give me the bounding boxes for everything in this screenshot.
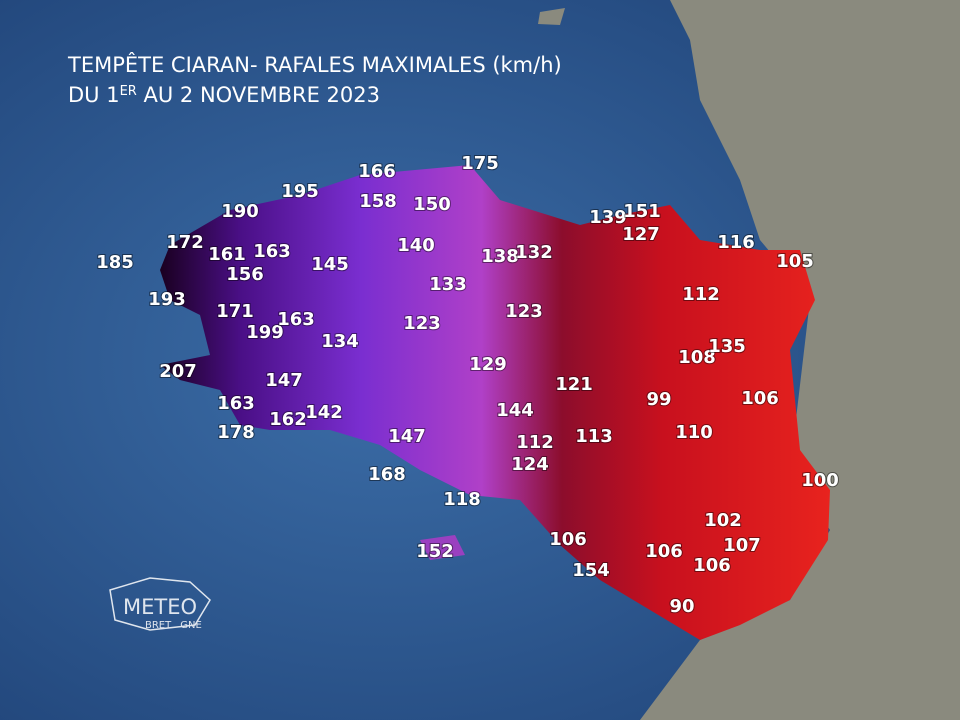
- gust-label: 129: [469, 354, 507, 375]
- gust-label: 147: [388, 426, 426, 447]
- gust-label: 106: [741, 388, 779, 409]
- gust-label: 123: [505, 301, 543, 322]
- gust-label: 145: [311, 254, 349, 275]
- subtitle: DU 1ER AU 2 NOVEMBRE 2023: [68, 83, 380, 107]
- gust-label: 121: [555, 374, 593, 395]
- logo-sub-end: GNE: [180, 620, 202, 631]
- gust-label: 163: [277, 309, 315, 330]
- gust-label: 152: [416, 541, 454, 562]
- logo-name: METEO: [123, 595, 197, 619]
- logo-shape: [109, 577, 211, 631]
- gust-label: 123: [403, 313, 441, 334]
- gust-label: 144: [496, 400, 534, 421]
- gust-label: 185: [96, 252, 134, 273]
- gust-label: 112: [682, 284, 720, 305]
- gust-label: 190: [221, 201, 259, 222]
- gust-label: 147: [265, 370, 303, 391]
- gust-label: 151: [623, 201, 661, 222]
- subtitle-end: AU 2 NOVEMBRE 2023: [137, 83, 380, 107]
- gust-label: 102: [704, 510, 742, 531]
- gust-label: 135: [708, 336, 746, 357]
- logo-sub: BRET GNE: [145, 620, 202, 631]
- land: [640, 0, 960, 720]
- gust-label: 110: [675, 422, 713, 443]
- gust-label: 162: [269, 409, 307, 430]
- gust-label: 207: [159, 361, 197, 382]
- gust-label: 178: [217, 422, 255, 443]
- gust-label: 108: [678, 347, 716, 368]
- title: TEMPÊTE CIARAN- RAFALES MAXIMALES (km/h): [67, 52, 562, 77]
- gust-label: 168: [368, 464, 406, 485]
- gust-label: 107: [723, 535, 761, 556]
- gust-label: 139: [589, 207, 627, 228]
- gust-label: 138: [481, 246, 519, 267]
- gust-label: 127: [622, 224, 660, 245]
- island: [538, 8, 565, 25]
- gust-label: 158: [359, 191, 397, 212]
- brittany: [160, 165, 830, 640]
- gust-label: 199: [246, 322, 284, 343]
- gust-label: 105: [776, 251, 814, 272]
- logo-sub-start: BRET: [145, 620, 172, 631]
- gust-label: 154: [572, 560, 610, 581]
- gust-label: 134: [321, 331, 359, 352]
- gust-label: 116: [717, 232, 755, 253]
- gust-label: 175: [461, 153, 499, 174]
- subtitle-start: DU 1: [68, 83, 120, 107]
- subtitle-sup: ER: [120, 84, 137, 99]
- gust-label: 140: [397, 235, 435, 256]
- gust-label: 106: [645, 541, 683, 562]
- gust-label: 106: [549, 529, 587, 550]
- gust-label: 99: [646, 389, 671, 410]
- logo: METEO BRET GNE: [109, 577, 211, 631]
- gust-label: 161: [208, 244, 246, 265]
- gust-label: 163: [217, 393, 255, 414]
- gust-label: 124: [511, 454, 549, 475]
- gust-label: 113: [575, 426, 613, 447]
- gust-label: 142: [305, 402, 343, 423]
- gust-label: 156: [226, 264, 264, 285]
- gust-label: 100: [801, 470, 839, 491]
- gust-label: 133: [429, 274, 467, 295]
- gust-label: 90: [669, 596, 694, 617]
- island: [420, 535, 465, 560]
- gust-label: 163: [253, 241, 291, 262]
- gust-label: 106: [693, 555, 731, 576]
- gust-label: 171: [216, 301, 254, 322]
- gust-label: 172: [166, 232, 204, 253]
- gust-label: 112: [516, 432, 554, 453]
- gust-label: 166: [358, 161, 396, 182]
- gust-label: 132: [515, 242, 553, 263]
- gust-label: 193: [148, 289, 186, 310]
- gust-label: 118: [443, 489, 481, 510]
- gust-label: 150: [413, 194, 451, 215]
- gust-label: 195: [281, 181, 319, 202]
